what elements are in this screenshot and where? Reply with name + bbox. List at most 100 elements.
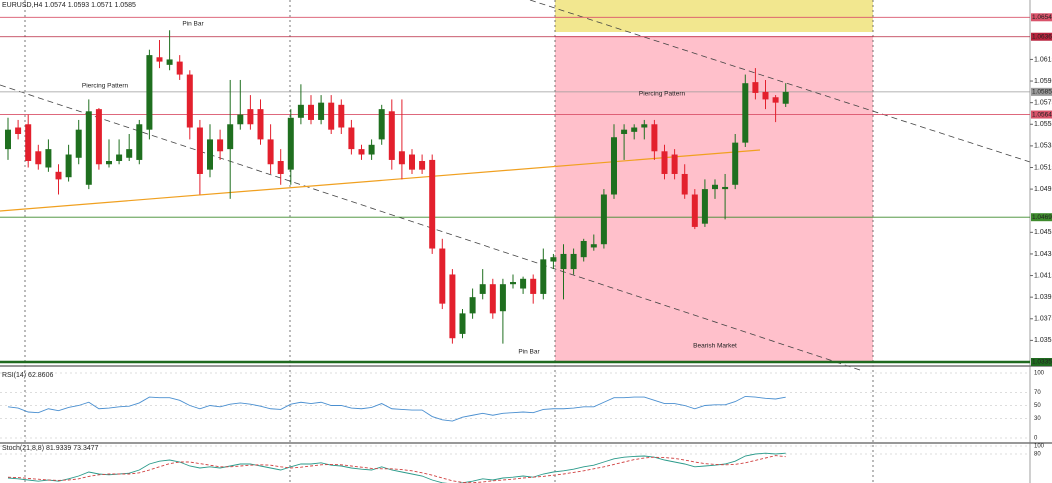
candle-body <box>621 129 628 134</box>
candle-body <box>772 97 779 103</box>
y-tick-label: 100 <box>1034 371 1045 377</box>
y-tick-label: 1.0395 <box>1034 294 1052 301</box>
y-tick-label: 1.0435 <box>1034 251 1052 258</box>
candle-body <box>55 171 62 180</box>
candle-body <box>590 244 597 248</box>
candle-body <box>580 240 587 258</box>
candle-body <box>328 102 335 130</box>
candle-body <box>277 161 284 174</box>
candle-body <box>358 149 365 155</box>
candle-body <box>520 278 527 289</box>
candle-body <box>489 284 496 314</box>
candle-body <box>136 124 143 160</box>
candle-body <box>196 127 203 174</box>
candle-body <box>600 194 607 245</box>
candle-body <box>85 111 92 185</box>
candle-body <box>237 114 244 125</box>
session-separators <box>24 0 874 483</box>
y-tick-label: 1.0555 <box>1034 121 1052 128</box>
candle-body <box>287 117 294 170</box>
candle-body <box>156 57 163 62</box>
candle-body <box>469 297 476 314</box>
y-tick-label: 1.0495 <box>1034 186 1052 193</box>
level-label-bg <box>1031 358 1052 366</box>
candle-body <box>308 104 314 120</box>
candle-body <box>247 109 254 125</box>
candle-body <box>25 124 32 162</box>
candle-body <box>106 161 112 165</box>
annotation: Piercing Pattern <box>82 83 129 90</box>
candle-body <box>611 137 617 195</box>
candle-body <box>297 104 304 118</box>
candle-body <box>742 83 749 143</box>
level-label-bg <box>1031 13 1052 22</box>
candle-body <box>116 154 123 162</box>
candle-body <box>217 139 224 152</box>
candle-body <box>701 189 708 224</box>
candle-body <box>752 82 759 93</box>
candle-body <box>348 127 355 150</box>
candle-body <box>227 124 234 150</box>
candle-body <box>681 173 688 195</box>
y-tick-label: 1.0575 <box>1034 100 1052 107</box>
y-tick-label: 50 <box>1034 403 1041 409</box>
candle-body <box>762 91 769 100</box>
y-tick-label: 80 <box>1034 452 1041 458</box>
y-tick-label: 100 <box>1034 444 1045 450</box>
candle-body <box>318 102 325 120</box>
candle-body <box>459 313 466 334</box>
candle-body <box>631 127 638 132</box>
level-label-bg <box>1031 32 1052 41</box>
candle-body <box>398 151 405 165</box>
y-tick-label: 1.0535 <box>1034 143 1052 150</box>
candle-body <box>176 61 183 75</box>
candle-body <box>338 104 345 128</box>
candle-body <box>146 55 153 130</box>
y-tick-label: 1.0375 <box>1034 316 1052 323</box>
candle-body <box>651 124 658 152</box>
candle-body <box>126 149 133 158</box>
annotation: Piercing Pattern <box>639 91 686 98</box>
y-tick-label: 70 <box>1034 390 1041 396</box>
candle-body <box>530 278 537 294</box>
candle-body <box>782 91 789 104</box>
candle-body <box>732 142 739 185</box>
level-label-bg <box>1031 213 1052 222</box>
candle-body <box>712 184 718 190</box>
stoch-title: Stoch(21,8,8) 81.9339 73.3477 <box>2 445 99 452</box>
candle-body <box>267 139 274 165</box>
y-tick-label: 1.0595 <box>1034 78 1052 85</box>
candle-body <box>671 154 678 174</box>
annotation: Pin Bar <box>518 349 540 356</box>
indicator-line <box>7 452 786 483</box>
candle-body <box>661 151 668 174</box>
level-label-bg <box>1031 87 1052 96</box>
candle-body <box>207 139 213 170</box>
candle-body <box>409 154 415 170</box>
candle-body <box>439 248 446 304</box>
y-tick-label: 0 <box>1034 436 1038 442</box>
level-label: 1.0636 <box>1032 33 1052 40</box>
level-label: 1.0564 <box>1032 111 1052 118</box>
indicator-line <box>7 455 786 483</box>
candle-body <box>186 74 193 128</box>
level-label: 1.0585 <box>1032 89 1052 96</box>
candle-body <box>540 259 547 294</box>
bearish-zone <box>555 36 873 362</box>
candle-body <box>691 194 698 227</box>
y-tick-label: 1.0355 <box>1034 337 1052 344</box>
resistance-zone <box>555 0 873 32</box>
trend-line <box>529 0 1031 163</box>
candle-body <box>95 109 102 165</box>
candle-body <box>560 253 567 270</box>
indicator-line <box>7 395 786 422</box>
candle-body <box>378 109 385 140</box>
level-label-bg <box>1031 110 1052 119</box>
candle-body <box>510 282 516 285</box>
candle-body <box>570 253 577 270</box>
candle-body <box>479 284 486 294</box>
candle-body <box>641 124 648 128</box>
annotation: Pin Bar <box>182 21 204 28</box>
candle-body <box>5 129 11 150</box>
candle-body <box>550 257 557 262</box>
